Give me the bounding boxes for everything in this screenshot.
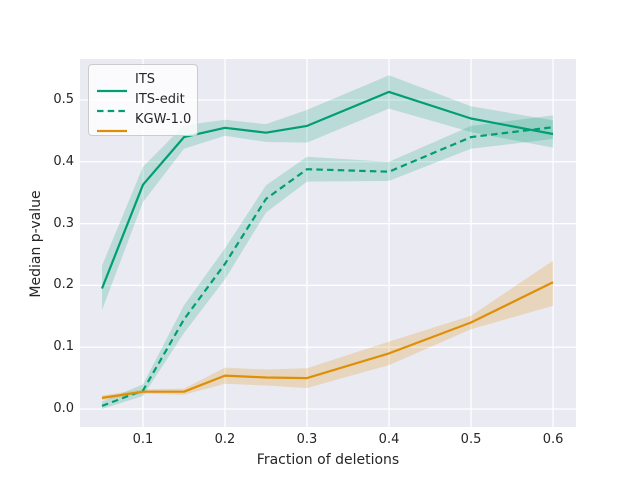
legend-label-its-edit: ITS-edit <box>135 92 185 107</box>
y-tick-label: 0.2 <box>53 277 74 293</box>
chart-canvas <box>80 59 576 427</box>
legend-line-sample-kgw-1-0 <box>97 118 127 133</box>
legend-item-its: ITS <box>97 70 189 93</box>
legend-item-its-edit: ITS-edit <box>97 90 189 113</box>
line-kgw-1-0 <box>101 281 554 399</box>
band-its-edit <box>102 115 553 410</box>
x-tick-label: 0.1 <box>132 432 154 447</box>
y-axis-label: Median p-value <box>28 190 44 298</box>
legend-line-sample-its <box>97 78 127 93</box>
legend-line-sample-its-edit <box>97 98 127 113</box>
band-its <box>102 75 553 311</box>
x-tick-label: 0.4 <box>378 432 400 447</box>
y-tick-label: 0.0 <box>53 401 74 416</box>
legend-item-kgw-1-0: KGW-1.0 <box>97 110 192 133</box>
x-axis-label: Fraction of deletions <box>256 452 400 468</box>
line-its-edit <box>101 126 554 407</box>
x-tick-label: 0.6 <box>542 432 564 447</box>
x-tick-label: 0.5 <box>460 432 482 447</box>
y-tick-label: 0.4 <box>53 153 74 169</box>
x-tick-label: 0.2 <box>214 432 236 447</box>
legend-label-its: ITS <box>135 72 156 87</box>
y-tick-label: 0.5 <box>53 91 74 107</box>
x-tick-label: 0.3 <box>296 432 318 447</box>
y-tick-label: 0.3 <box>53 215 74 231</box>
legend: ITS ITS-edit KGW-1.0 <box>88 64 198 136</box>
legend-label-kgw-1-0: KGW-1.0 <box>135 112 192 127</box>
line-its <box>100 90 554 289</box>
band-kgw-1-0 <box>102 260 553 401</box>
plot-area <box>80 59 576 427</box>
y-tick-label: 0.1 <box>53 339 74 355</box>
